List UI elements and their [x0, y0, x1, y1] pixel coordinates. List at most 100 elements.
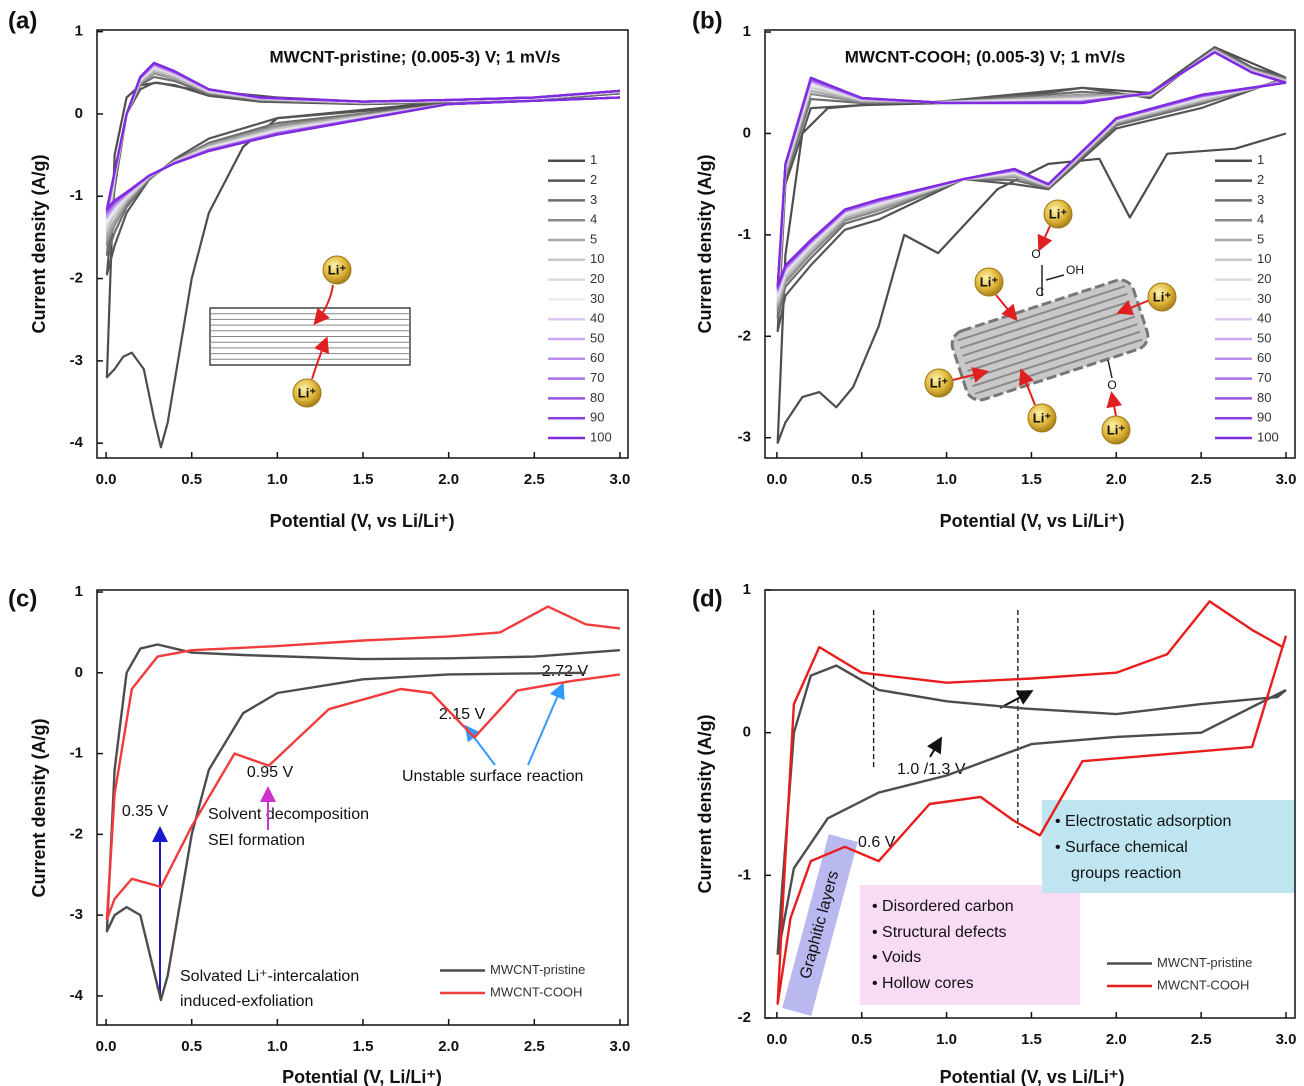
panel-label: (d) — [692, 585, 723, 612]
plot-frame — [96, 589, 629, 1026]
annotation: 2.15 V — [439, 706, 486, 723]
y-axis-title: Current density (A/g) — [29, 718, 49, 897]
li-ion — [1147, 282, 1177, 312]
x-tick-label: 1.5 — [353, 1038, 374, 1055]
li-ion — [924, 368, 954, 398]
x-tick-label: 1.5 — [1021, 471, 1042, 488]
y-tick-label: -1 — [70, 187, 83, 204]
y-tick-label: -3 — [738, 429, 751, 446]
legend-label: 1 — [590, 152, 597, 167]
y-tick-label: -3 — [70, 352, 83, 369]
legend-label: 50 — [590, 330, 604, 345]
cv-curve — [105, 81, 621, 449]
x-tick-label: 0.0 — [96, 471, 117, 488]
legend-label: 20 — [590, 271, 604, 286]
legend-label: 70 — [590, 370, 604, 385]
li-label: Li⁺ — [930, 375, 949, 390]
arrow — [1018, 368, 1036, 406]
cv-curve — [105, 68, 620, 233]
legend-label: 90 — [590, 410, 604, 425]
y-tick-label: 1 — [743, 581, 751, 598]
bond — [1045, 274, 1065, 281]
annotation: • Voids — [872, 949, 921, 966]
y-tick-label: -2 — [738, 1009, 751, 1026]
cnt-wall — [969, 323, 1138, 380]
x-tick-label: 0.5 — [181, 1038, 202, 1055]
cv-curve — [105, 62, 620, 213]
plot-frame — [764, 589, 1296, 1019]
y-tick-label: -2 — [70, 825, 83, 842]
legend-label: 80 — [590, 390, 604, 405]
li-ion — [292, 378, 322, 408]
x-tick-label: 3.0 — [1276, 1031, 1297, 1048]
arrow — [311, 336, 329, 380]
annotation: groups reaction — [1071, 865, 1181, 882]
li-label: Li⁺ — [298, 385, 317, 400]
x-tick-label: 3.0 — [610, 471, 631, 488]
x-tick-label: 3.0 — [1276, 471, 1297, 488]
chem-label: O — [1031, 247, 1040, 261]
cv-curve — [105, 62, 620, 214]
x-tick-label: 0.5 — [851, 471, 872, 488]
annotation: 0.6 V — [858, 834, 896, 851]
cv-curve — [776, 46, 1287, 333]
cnt-wall — [974, 338, 1143, 395]
legend-label: 50 — [1257, 330, 1271, 345]
annotation: Solvated Li⁺-intercalation — [180, 968, 359, 985]
x-tick-label: 2.0 — [438, 1038, 459, 1055]
x-tick-label: 2.5 — [524, 1038, 545, 1055]
x-tick-label: 2.5 — [1191, 471, 1212, 488]
legend-label: 2 — [1257, 172, 1264, 187]
x-tick-label: 0.0 — [766, 1031, 787, 1048]
legend-label: 30 — [590, 291, 604, 306]
cv-curve — [776, 600, 1288, 1005]
legend-label: 70 — [1257, 370, 1271, 385]
x-axis-title: Potential (V, vs Li/Li⁺) — [270, 511, 455, 531]
legend-label: 3 — [590, 192, 597, 207]
y-axis-title: Current density (A/g) — [695, 714, 715, 893]
li-ion — [1101, 415, 1131, 445]
chem-label: O — [1107, 378, 1116, 392]
annotation: Solvent decomposition — [208, 806, 369, 823]
arrow — [995, 294, 1018, 322]
li-label: Li⁺ — [1033, 410, 1052, 425]
annotation: 0.35 V — [122, 803, 169, 820]
cv-curve — [105, 66, 620, 227]
x-tick-label: 3.0 — [610, 1038, 631, 1055]
annotation: 2.72 V — [542, 663, 589, 680]
arrow — [952, 367, 989, 383]
y-tick-label: -4 — [70, 434, 84, 451]
y-tick-label: 0 — [743, 124, 751, 141]
y-tick-label: -1 — [70, 745, 83, 762]
arrow — [527, 682, 565, 766]
y-tick-label: 1 — [75, 23, 83, 40]
cv-curve — [776, 51, 1287, 287]
x-axis-title: Potential (V, vs Li/Li⁺) — [940, 1067, 1125, 1086]
cnt-wall — [959, 292, 1128, 350]
annotation: SEI formation — [208, 832, 305, 849]
legend-label: MWCNT-pristine — [490, 962, 585, 977]
panel-label: (c) — [8, 585, 37, 612]
y-tick-label: 1 — [75, 583, 83, 600]
cnt-wall — [962, 300, 1131, 357]
box — [782, 834, 858, 1016]
li-label: Li⁺ — [328, 262, 347, 277]
legend-label: 60 — [1257, 350, 1271, 365]
y-tick-label: 0 — [743, 724, 751, 741]
x-tick-label: 1.5 — [1021, 1031, 1042, 1048]
plot-frame — [764, 29, 1296, 459]
annotation: • Surface chemical — [1055, 839, 1188, 856]
x-tick-label: 0.5 — [181, 471, 202, 488]
legend-label: MWCNT-COOH — [1157, 977, 1249, 992]
legend-label: 5 — [1257, 231, 1264, 246]
arrow — [927, 736, 943, 758]
legend-label: 90 — [1257, 410, 1271, 425]
legend-label: MWCNT-pristine — [1157, 955, 1252, 970]
box — [1042, 800, 1295, 893]
chem-label: OH — [1066, 263, 1084, 277]
y-tick-label: 0 — [75, 105, 83, 122]
annotation: • Electrostatic adsorption — [1055, 813, 1231, 830]
y-tick-label: -2 — [70, 270, 83, 287]
chart-title: MWCNT-COOH; (0.005-3) V; 1 mV/s — [845, 47, 1126, 66]
